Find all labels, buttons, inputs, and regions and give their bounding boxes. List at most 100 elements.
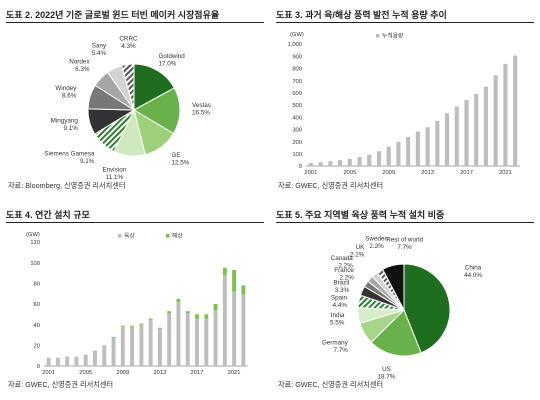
pie-chart-regional: China44.0%US18.7%Germany7.7%India5.5%Spa… bbox=[322, 235, 482, 380]
bar-primary-2015 bbox=[176, 301, 181, 366]
y-tick-label: 20 bbox=[34, 344, 40, 350]
y-tick-label: 800 bbox=[292, 67, 302, 73]
bar-primary-2006 bbox=[93, 350, 97, 366]
bar-primary-2022 bbox=[241, 294, 246, 366]
y-tick-label: 60 bbox=[34, 302, 40, 308]
bar-primary-2016 bbox=[454, 106, 459, 166]
bar-primary-2015 bbox=[445, 113, 450, 166]
slice-name-label: Canada bbox=[331, 255, 354, 262]
bar-primary-2012 bbox=[148, 319, 153, 366]
source-note: 자료: GWEC, 신영증권 리서치센터 bbox=[8, 380, 114, 389]
slice-name-label: India bbox=[331, 312, 345, 319]
bar-primary-2011 bbox=[139, 324, 144, 366]
bar-primary-2007 bbox=[102, 345, 107, 366]
x-tick-label: 2005 bbox=[343, 170, 356, 176]
chart-title: 도표 2. 2022년 기준 글로벌 윈드 터빈 메이커 시장점유율 bbox=[6, 10, 220, 20]
slice-value-label: 16.5% bbox=[192, 109, 210, 116]
bar-primary-2019 bbox=[213, 310, 218, 366]
source-note: 자료: Bloomberg, 신영증권 리서치센터 bbox=[8, 181, 126, 190]
slice-value-label: 17.0% bbox=[159, 60, 177, 67]
bar-primary-2021 bbox=[232, 291, 237, 366]
bar-primary-2018 bbox=[204, 318, 209, 366]
slice-value-label: 8.6% bbox=[62, 92, 77, 99]
slice-value-label: 44.0% bbox=[464, 272, 482, 279]
y-tick-label: 100 bbox=[292, 152, 302, 158]
slice-value-label: 18.7% bbox=[378, 373, 396, 380]
panel-annual-install: 도표 4. 연간 설치 규모 (GW) 육상 해상 120 100 80 60 40 20 0 20… bbox=[6, 204, 264, 396]
bar-secondary-2011 bbox=[139, 323, 144, 325]
bar-primary-2003 bbox=[328, 161, 333, 166]
x-tick-label: 2013 bbox=[421, 170, 434, 176]
slice-name-label: Envision bbox=[102, 167, 126, 174]
slice-name-label: UK bbox=[356, 244, 366, 251]
chart-title: 도표 4. 연간 설치 규모 bbox=[6, 210, 90, 220]
bar-chart-cumulative: (GW) 누적용량 1,000 900 800 700 600 500 400 300 200 100… bbox=[287, 32, 520, 176]
bar-secondary-2009 bbox=[120, 325, 125, 327]
bar-secondary-2012 bbox=[148, 318, 153, 320]
slice-value-label: 4.4% bbox=[333, 302, 348, 309]
bar-secondary-2015 bbox=[176, 298, 181, 302]
slice-name-label: Germany bbox=[322, 340, 349, 347]
title-rule bbox=[6, 22, 264, 23]
slice-value-label: 6.3% bbox=[75, 66, 90, 73]
bar-primary-2018 bbox=[474, 93, 479, 166]
slice-value-label: 12.5% bbox=[172, 159, 190, 166]
y-tick-label: 300 bbox=[292, 128, 302, 134]
bar-primary-2020 bbox=[222, 275, 227, 366]
title-rule bbox=[276, 22, 534, 23]
y-tick-label: 900 bbox=[292, 54, 302, 60]
slice-name-label: Rest of world bbox=[386, 237, 423, 244]
bar-primary-2005 bbox=[347, 158, 352, 166]
pie-slice-crrc bbox=[121, 63, 135, 111]
y-tick-label: 40 bbox=[34, 323, 40, 329]
y-tick-label: 100 bbox=[30, 261, 40, 267]
pie-slice-goldwind bbox=[133, 63, 176, 111]
slice-name-label: GE bbox=[172, 152, 181, 159]
legend-swatch-offshore bbox=[166, 234, 170, 238]
bar-secondary-2014 bbox=[167, 311, 172, 314]
source-note: 자료: GWEC, 신영증권 리서치센터 bbox=[278, 380, 384, 389]
x-tick-label: 2009 bbox=[116, 370, 129, 376]
slice-name-label: Nordex bbox=[69, 58, 90, 65]
slice-value-label: 2.2% bbox=[340, 275, 355, 282]
slice-value-label: 4.3% bbox=[121, 43, 136, 50]
bar-secondary-2017 bbox=[195, 314, 199, 319]
slice-name-label: Mingyang bbox=[51, 118, 79, 125]
bar-primary-2017 bbox=[195, 318, 199, 366]
slice-name-label: Siemens Gamesa bbox=[44, 151, 95, 158]
bar-secondary-2021 bbox=[232, 269, 237, 292]
title-rule bbox=[276, 222, 534, 223]
source-note: 자료: GWEC, 신영증권 리서치센터 bbox=[278, 181, 384, 190]
slice-value-label: 7.7% bbox=[397, 244, 412, 251]
slice-value-label: 2.2% bbox=[338, 263, 353, 270]
bar-primary-2001 bbox=[308, 163, 313, 166]
slice-value-label: 9.1% bbox=[80, 158, 95, 165]
y-tick-label: 120 bbox=[30, 240, 40, 246]
slice-name-label: CRRC bbox=[119, 36, 138, 43]
x-tick-label: 2017 bbox=[191, 370, 204, 376]
bar-primary-2013 bbox=[157, 328, 162, 366]
y-tick-label: 400 bbox=[292, 115, 302, 121]
slice-value-label: 2.2% bbox=[350, 251, 365, 258]
y-tick-label: 500 bbox=[292, 103, 302, 109]
bar-primary-2002 bbox=[55, 357, 60, 366]
bar-secondary-2022 bbox=[241, 285, 246, 295]
bar-primary-2008 bbox=[376, 151, 381, 166]
x-tick-label: 2009 bbox=[382, 170, 395, 176]
y-tick-label: 0 bbox=[299, 164, 302, 170]
bar-primary-2009 bbox=[386, 146, 391, 166]
bar-secondary-2008 bbox=[111, 337, 116, 339]
chart-title: 도표 5. 주요 지역별 육상 풍력 누적 설치 비중 bbox=[276, 210, 445, 220]
bar-primary-2019 bbox=[483, 86, 488, 166]
slice-name-label: Spain bbox=[331, 294, 348, 301]
bar-primary-2004 bbox=[338, 160, 343, 166]
bar-secondary-2019 bbox=[213, 304, 218, 311]
x-tick-label: 2021 bbox=[228, 370, 241, 376]
slice-name-label: Brazil bbox=[333, 280, 349, 287]
legend-swatch-onshore bbox=[118, 234, 122, 238]
bar-primary-2001 bbox=[46, 357, 51, 366]
y-tick-label: 700 bbox=[292, 79, 302, 85]
bar-secondary-2013 bbox=[157, 327, 162, 329]
